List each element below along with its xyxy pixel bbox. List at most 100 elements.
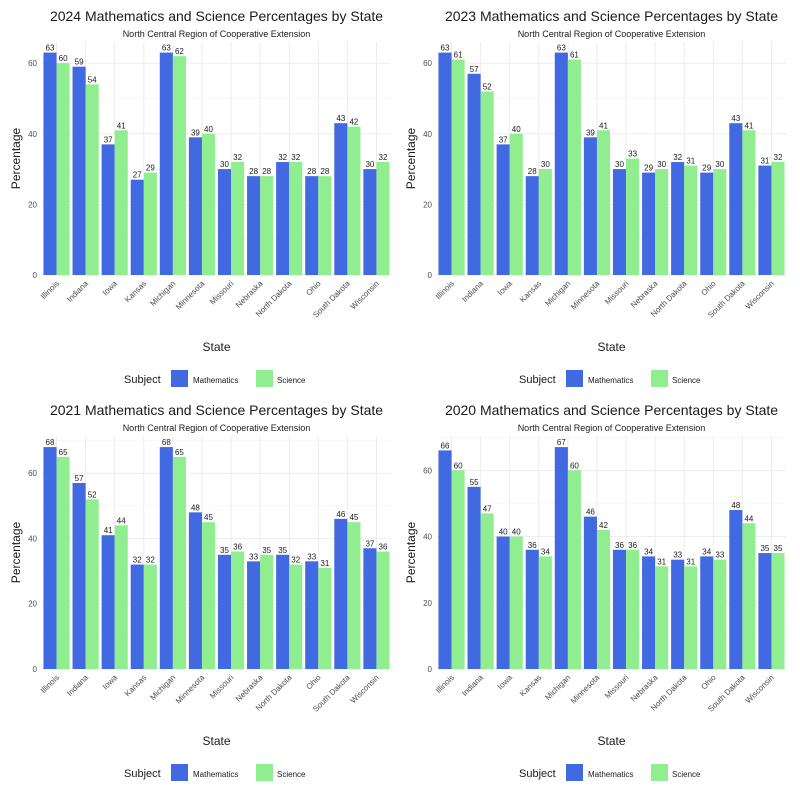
bar-mathematics-michigan: [159, 52, 173, 275]
x-tick-label: Indiana: [460, 673, 485, 698]
x-tick-label: Michigan: [543, 673, 572, 702]
bar-science-nebraska: [260, 176, 274, 275]
data-label: 44: [744, 514, 753, 523]
y-axis-title: Percentage: [404, 521, 418, 583]
x-tick-label: Illinois: [434, 673, 456, 695]
x-tick-label: Minnesota: [569, 673, 602, 706]
bar-mathematics-illinois: [438, 450, 452, 669]
data-label: 30: [715, 160, 724, 169]
bar-science-missouri: [231, 551, 245, 669]
bar-science-kansas: [143, 564, 157, 669]
x-tick-label: Missouri: [208, 279, 236, 307]
bar-chart-0: 2024 Mathematics and Science Percentages…: [9, 8, 391, 387]
bar-science-kansas: [538, 556, 552, 669]
data-label: 30: [615, 160, 624, 169]
bar-mathematics-kansas: [525, 176, 539, 275]
bar-science-wisconsin: [771, 553, 785, 669]
x-tick-label: Kansas: [123, 279, 148, 304]
bar-science-illinois: [451, 59, 465, 275]
x-tick-label: Ohio: [304, 279, 323, 298]
data-label: 39: [191, 128, 200, 137]
y-axis-title: Percentage: [404, 127, 418, 189]
bar-science-michigan: [172, 56, 186, 275]
x-tick-label: Indiana: [65, 673, 90, 698]
bar-science-iowa: [509, 133, 523, 275]
data-label: 32: [278, 153, 287, 162]
bar-science-south-dakota: [347, 126, 361, 276]
data-label: 62: [175, 47, 184, 56]
bar-mathematics-michigan: [159, 447, 173, 669]
x-tick-label: Indiana: [65, 279, 90, 304]
y-tick-label: 40: [423, 130, 432, 139]
chart-subtitle: North Central Region of Cooperative Exte…: [123, 423, 311, 433]
data-label: 32: [774, 153, 783, 162]
bar-mathematics-south-dakota: [334, 518, 348, 669]
x-tick-label: Missouri: [603, 279, 631, 307]
bar-mathematics-wisconsin: [363, 169, 377, 275]
bar-science-indiana: [480, 91, 494, 275]
x-tick-label: Illinois: [39, 279, 61, 301]
bar-science-illinois: [56, 456, 70, 669]
bar-mathematics-missouri: [612, 169, 627, 275]
bar-mathematics-south-dakota: [729, 510, 743, 669]
data-label: 33: [249, 552, 258, 561]
y-tick-label: 20: [28, 600, 37, 609]
chart-subtitle: North Central Region of Cooperative Exte…: [518, 423, 706, 433]
data-label: 27: [133, 171, 142, 180]
legend-title: Subject: [124, 374, 161, 386]
x-tick-label: Michigan: [543, 279, 572, 308]
data-label: 30: [220, 160, 229, 169]
bar-science-michigan: [567, 470, 581, 669]
bar-science-indiana: [480, 513, 494, 669]
bar-science-south-dakota: [742, 523, 756, 669]
bar-science-iowa: [509, 536, 523, 669]
legend-title: Subject: [519, 768, 556, 780]
data-label: 52: [483, 82, 492, 91]
data-label: 28: [528, 167, 537, 176]
data-label: 29: [146, 164, 155, 173]
data-label: 40: [204, 125, 213, 134]
x-tick-label: Missouri: [603, 673, 631, 701]
legend-key-mathematics: [171, 764, 188, 781]
bar-mathematics-nebraska: [247, 176, 261, 275]
bar-science-minnesota: [596, 130, 611, 275]
data-label: 32: [673, 153, 682, 162]
bar-mathematics-south-dakota: [729, 123, 743, 276]
legend-key-mathematics: [171, 370, 188, 387]
x-tick-label: Iowa: [101, 279, 120, 298]
data-label: 29: [644, 164, 653, 173]
x-tick-label: Indiana: [460, 279, 485, 304]
bar-mathematics-missouri: [217, 169, 232, 275]
data-label: 61: [454, 51, 463, 60]
bar-mathematics-iowa: [496, 144, 510, 275]
data-label: 31: [320, 559, 329, 568]
x-tick-label: Michigan: [148, 673, 177, 702]
bar-mathematics-kansas: [525, 549, 539, 669]
legend-key-science: [256, 764, 273, 781]
y-axis-title: Percentage: [9, 521, 23, 583]
bar-chart-2: 2021 Mathematics and Science Percentages…: [9, 402, 391, 781]
chart-title: 2024 Mathematics and Science Percentages…: [50, 8, 383, 24]
data-label: 45: [349, 513, 358, 522]
legend-label-mathematics: Mathematics: [193, 376, 238, 385]
legend-label-science: Science: [672, 376, 701, 385]
data-label: 63: [441, 44, 450, 53]
y-tick-label: 0: [33, 271, 38, 280]
bar-science-wisconsin: [376, 162, 390, 275]
data-label: 35: [774, 544, 783, 553]
data-label: 34: [644, 547, 653, 556]
bar-mathematics-michigan: [554, 52, 568, 275]
bar-science-kansas: [538, 169, 552, 275]
bar-mathematics-missouri: [217, 554, 232, 669]
bar-mathematics-iowa: [101, 535, 115, 669]
bar-mathematics-ohio: [305, 176, 319, 275]
x-axis-title: State: [202, 734, 230, 748]
bar-science-indiana: [85, 84, 99, 275]
data-label: 39: [586, 128, 595, 137]
data-label: 37: [104, 135, 113, 144]
x-axis-title: State: [202, 340, 230, 354]
legend-label-mathematics: Mathematics: [588, 770, 633, 779]
x-tick-label: Minnesota: [174, 673, 207, 706]
bar-science-missouri: [626, 549, 640, 669]
bar-science-iowa: [114, 525, 128, 669]
